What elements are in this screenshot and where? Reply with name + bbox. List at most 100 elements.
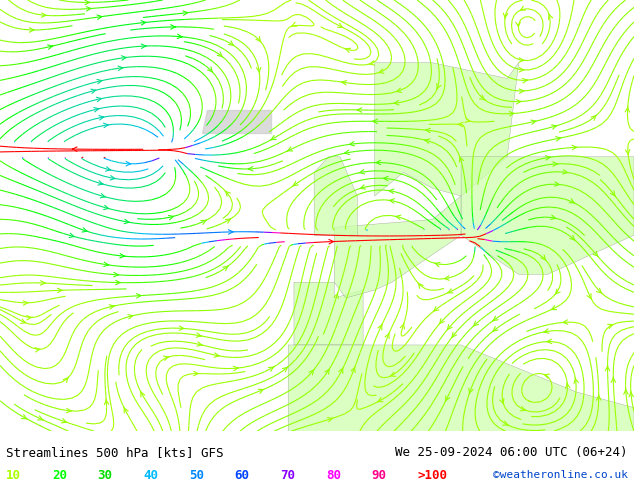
FancyArrowPatch shape [325, 368, 330, 374]
FancyArrowPatch shape [625, 149, 630, 155]
FancyArrowPatch shape [126, 162, 131, 166]
FancyArrowPatch shape [418, 283, 423, 288]
FancyArrowPatch shape [103, 205, 109, 210]
FancyArrowPatch shape [345, 49, 351, 52]
FancyArrowPatch shape [624, 389, 628, 394]
FancyArrowPatch shape [522, 78, 527, 83]
FancyArrowPatch shape [169, 216, 174, 220]
FancyArrowPatch shape [58, 288, 62, 293]
FancyArrowPatch shape [574, 378, 578, 384]
FancyArrowPatch shape [103, 123, 108, 127]
FancyArrowPatch shape [593, 251, 598, 257]
FancyArrowPatch shape [378, 397, 383, 402]
FancyArrowPatch shape [94, 107, 99, 112]
FancyArrowPatch shape [394, 100, 399, 105]
FancyArrowPatch shape [385, 333, 389, 339]
FancyArrowPatch shape [445, 396, 450, 401]
FancyArrowPatch shape [357, 108, 362, 112]
FancyArrowPatch shape [120, 254, 125, 258]
Text: Streamlines 500 hPa [kts] GFS: Streamlines 500 hPa [kts] GFS [6, 446, 224, 459]
FancyArrowPatch shape [228, 41, 234, 46]
FancyArrowPatch shape [369, 61, 375, 65]
Polygon shape [288, 345, 634, 431]
FancyArrowPatch shape [327, 417, 333, 422]
FancyArrowPatch shape [258, 389, 264, 393]
FancyArrowPatch shape [451, 332, 456, 338]
FancyArrowPatch shape [164, 356, 169, 360]
Text: 90: 90 [372, 469, 387, 482]
FancyArrowPatch shape [458, 122, 463, 127]
FancyArrowPatch shape [110, 175, 115, 180]
Text: 60: 60 [235, 469, 250, 482]
FancyArrowPatch shape [67, 408, 71, 413]
FancyArrowPatch shape [21, 319, 25, 323]
FancyArrowPatch shape [48, 45, 53, 49]
FancyArrowPatch shape [389, 199, 394, 203]
Text: 10: 10 [6, 469, 22, 482]
FancyArrowPatch shape [562, 170, 567, 174]
FancyArrowPatch shape [141, 391, 145, 397]
FancyArrowPatch shape [41, 13, 46, 17]
FancyArrowPatch shape [100, 194, 105, 198]
Polygon shape [294, 282, 363, 345]
FancyArrowPatch shape [521, 407, 526, 411]
Text: 80: 80 [326, 469, 341, 482]
FancyArrowPatch shape [376, 160, 380, 165]
FancyArrowPatch shape [605, 365, 610, 371]
FancyArrowPatch shape [122, 56, 126, 60]
FancyArrowPatch shape [217, 52, 223, 57]
FancyArrowPatch shape [378, 324, 382, 330]
FancyArrowPatch shape [563, 320, 568, 324]
FancyArrowPatch shape [541, 255, 546, 260]
FancyArrowPatch shape [545, 156, 550, 160]
Text: 70: 70 [280, 469, 295, 482]
FancyArrowPatch shape [425, 139, 430, 143]
FancyArrowPatch shape [37, 416, 43, 420]
FancyArrowPatch shape [351, 367, 355, 372]
FancyArrowPatch shape [124, 220, 129, 224]
FancyArrowPatch shape [444, 276, 450, 280]
FancyArrowPatch shape [337, 24, 343, 27]
FancyArrowPatch shape [611, 377, 616, 382]
FancyArrowPatch shape [329, 240, 333, 244]
FancyArrowPatch shape [141, 21, 146, 25]
FancyArrowPatch shape [435, 263, 440, 267]
FancyArrowPatch shape [193, 371, 198, 376]
FancyArrowPatch shape [171, 24, 176, 29]
FancyArrowPatch shape [500, 398, 504, 404]
FancyArrowPatch shape [521, 6, 526, 10]
FancyArrowPatch shape [183, 11, 188, 15]
FancyArrowPatch shape [555, 137, 560, 141]
FancyArrowPatch shape [378, 69, 384, 74]
FancyArrowPatch shape [519, 89, 524, 94]
FancyArrowPatch shape [96, 98, 101, 101]
FancyArrowPatch shape [349, 142, 354, 146]
FancyArrowPatch shape [555, 182, 559, 186]
FancyArrowPatch shape [268, 367, 274, 371]
FancyArrowPatch shape [141, 44, 146, 49]
Text: We 25-09-2024 06:00 UTC (06+24): We 25-09-2024 06:00 UTC (06+24) [395, 446, 628, 459]
FancyArrowPatch shape [113, 272, 119, 277]
FancyArrowPatch shape [97, 15, 102, 20]
FancyArrowPatch shape [570, 235, 575, 241]
FancyArrowPatch shape [597, 394, 601, 400]
FancyArrowPatch shape [293, 181, 299, 186]
FancyArrowPatch shape [106, 167, 111, 171]
FancyArrowPatch shape [400, 323, 404, 329]
FancyArrowPatch shape [611, 191, 616, 196]
FancyArrowPatch shape [233, 367, 238, 371]
FancyArrowPatch shape [439, 318, 444, 324]
FancyArrowPatch shape [493, 326, 498, 332]
FancyArrowPatch shape [63, 377, 68, 383]
FancyArrowPatch shape [447, 324, 452, 330]
FancyArrowPatch shape [287, 147, 293, 151]
FancyArrowPatch shape [309, 369, 314, 375]
FancyArrowPatch shape [223, 266, 228, 270]
FancyArrowPatch shape [493, 316, 498, 321]
FancyArrowPatch shape [86, 6, 91, 11]
FancyArrowPatch shape [448, 289, 453, 293]
FancyArrowPatch shape [292, 22, 297, 26]
FancyArrowPatch shape [396, 88, 401, 93]
FancyArrowPatch shape [344, 150, 349, 154]
FancyArrowPatch shape [555, 289, 560, 294]
